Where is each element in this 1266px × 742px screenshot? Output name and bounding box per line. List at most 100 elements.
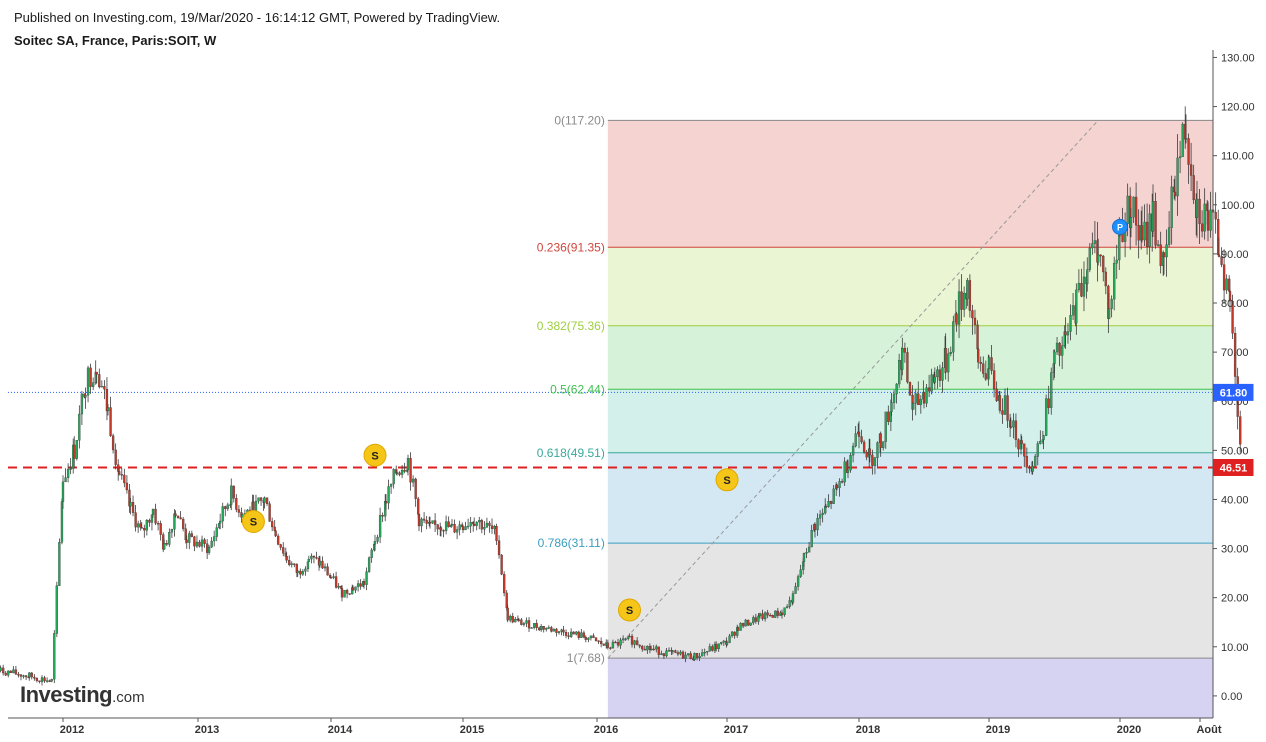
candle-body [235, 498, 238, 510]
candle [1017, 438, 1020, 458]
candle [733, 631, 736, 639]
candle-body [53, 633, 56, 680]
candle-body [1181, 124, 1184, 157]
candle-body [304, 568, 307, 572]
candle-body [270, 521, 274, 528]
candle-body [1137, 225, 1140, 241]
candle-body [736, 627, 740, 631]
candle-body [78, 413, 81, 441]
candle [979, 356, 982, 372]
candle-body [290, 563, 293, 565]
candle [796, 574, 800, 591]
candle-body [193, 536, 196, 547]
candle [882, 441, 885, 451]
published-line: Published on Investing.com, 19/Mar/2020 … [14, 10, 501, 25]
candle-body [555, 628, 558, 633]
candle [1110, 295, 1113, 318]
candle-body [733, 631, 736, 636]
candle [624, 637, 627, 641]
marker-circle [241, 510, 265, 534]
fib-level-label: 0.786(31.11) [538, 536, 605, 550]
candle [785, 604, 789, 609]
candle-body [525, 620, 528, 624]
candle-body [717, 643, 720, 650]
candle [340, 585, 344, 602]
fib-trend-line [607, 119, 1099, 659]
y-tick-label: 80.00 [1221, 298, 1249, 310]
candle [827, 494, 830, 508]
candle-body [299, 570, 302, 575]
candle [213, 530, 216, 547]
candle-body [43, 677, 46, 682]
candle [207, 544, 211, 555]
candle-body [1, 667, 5, 674]
candle-body [955, 313, 958, 325]
candle [766, 609, 769, 619]
candle [1176, 134, 1179, 216]
candle [483, 521, 486, 536]
candle-body [306, 561, 310, 570]
candle-body [1034, 456, 1037, 467]
candle [927, 374, 931, 398]
candle-body [849, 454, 852, 471]
candle-body [630, 635, 634, 645]
candle-body [766, 612, 769, 616]
candle [165, 539, 168, 547]
candle-body [14, 669, 18, 675]
candle [1028, 465, 1031, 474]
candle-body [589, 635, 593, 639]
candle-body [478, 520, 481, 523]
candle-body [473, 523, 476, 526]
candle-body [780, 612, 784, 616]
candle [159, 520, 162, 541]
candle [7, 670, 10, 678]
candle-body [562, 629, 565, 633]
candle [671, 650, 674, 655]
candle-body [514, 618, 517, 623]
candle [131, 495, 135, 517]
candle-body [420, 518, 423, 527]
candle-body [307, 558, 310, 562]
candle-body [739, 623, 742, 631]
candle [868, 439, 871, 463]
candle-body [532, 623, 536, 628]
candle-body [879, 433, 882, 448]
candle [570, 628, 573, 639]
candle [43, 675, 46, 683]
candle [580, 629, 583, 638]
split-marker: S [715, 468, 739, 492]
candle-body [744, 619, 747, 627]
candle [550, 625, 553, 633]
candle-body [257, 497, 260, 502]
candle-body [616, 642, 620, 646]
candle [1170, 175, 1173, 245]
candle [111, 433, 115, 454]
candle-body [530, 627, 533, 629]
candle-body [1140, 225, 1144, 241]
candle [301, 569, 305, 576]
candle-body [895, 383, 898, 395]
candle [1162, 252, 1166, 275]
candle [1082, 261, 1086, 312]
candle-body [984, 373, 987, 380]
candle-body [395, 472, 399, 474]
candle-body [84, 394, 87, 398]
candle-body [611, 641, 615, 649]
candle [1066, 323, 1070, 344]
candle-body [406, 458, 410, 471]
candle [599, 637, 603, 648]
candle-body [671, 650, 674, 652]
candle-body [785, 606, 789, 608]
candle-body [506, 607, 509, 621]
candle [895, 383, 898, 404]
candle [230, 478, 233, 511]
candle-body [1069, 315, 1072, 332]
candle [114, 443, 117, 470]
candle [163, 539, 166, 550]
candle [268, 501, 271, 522]
candle-body [835, 484, 839, 489]
candle [1151, 184, 1155, 238]
candle-body [469, 522, 472, 527]
candle [703, 648, 706, 657]
